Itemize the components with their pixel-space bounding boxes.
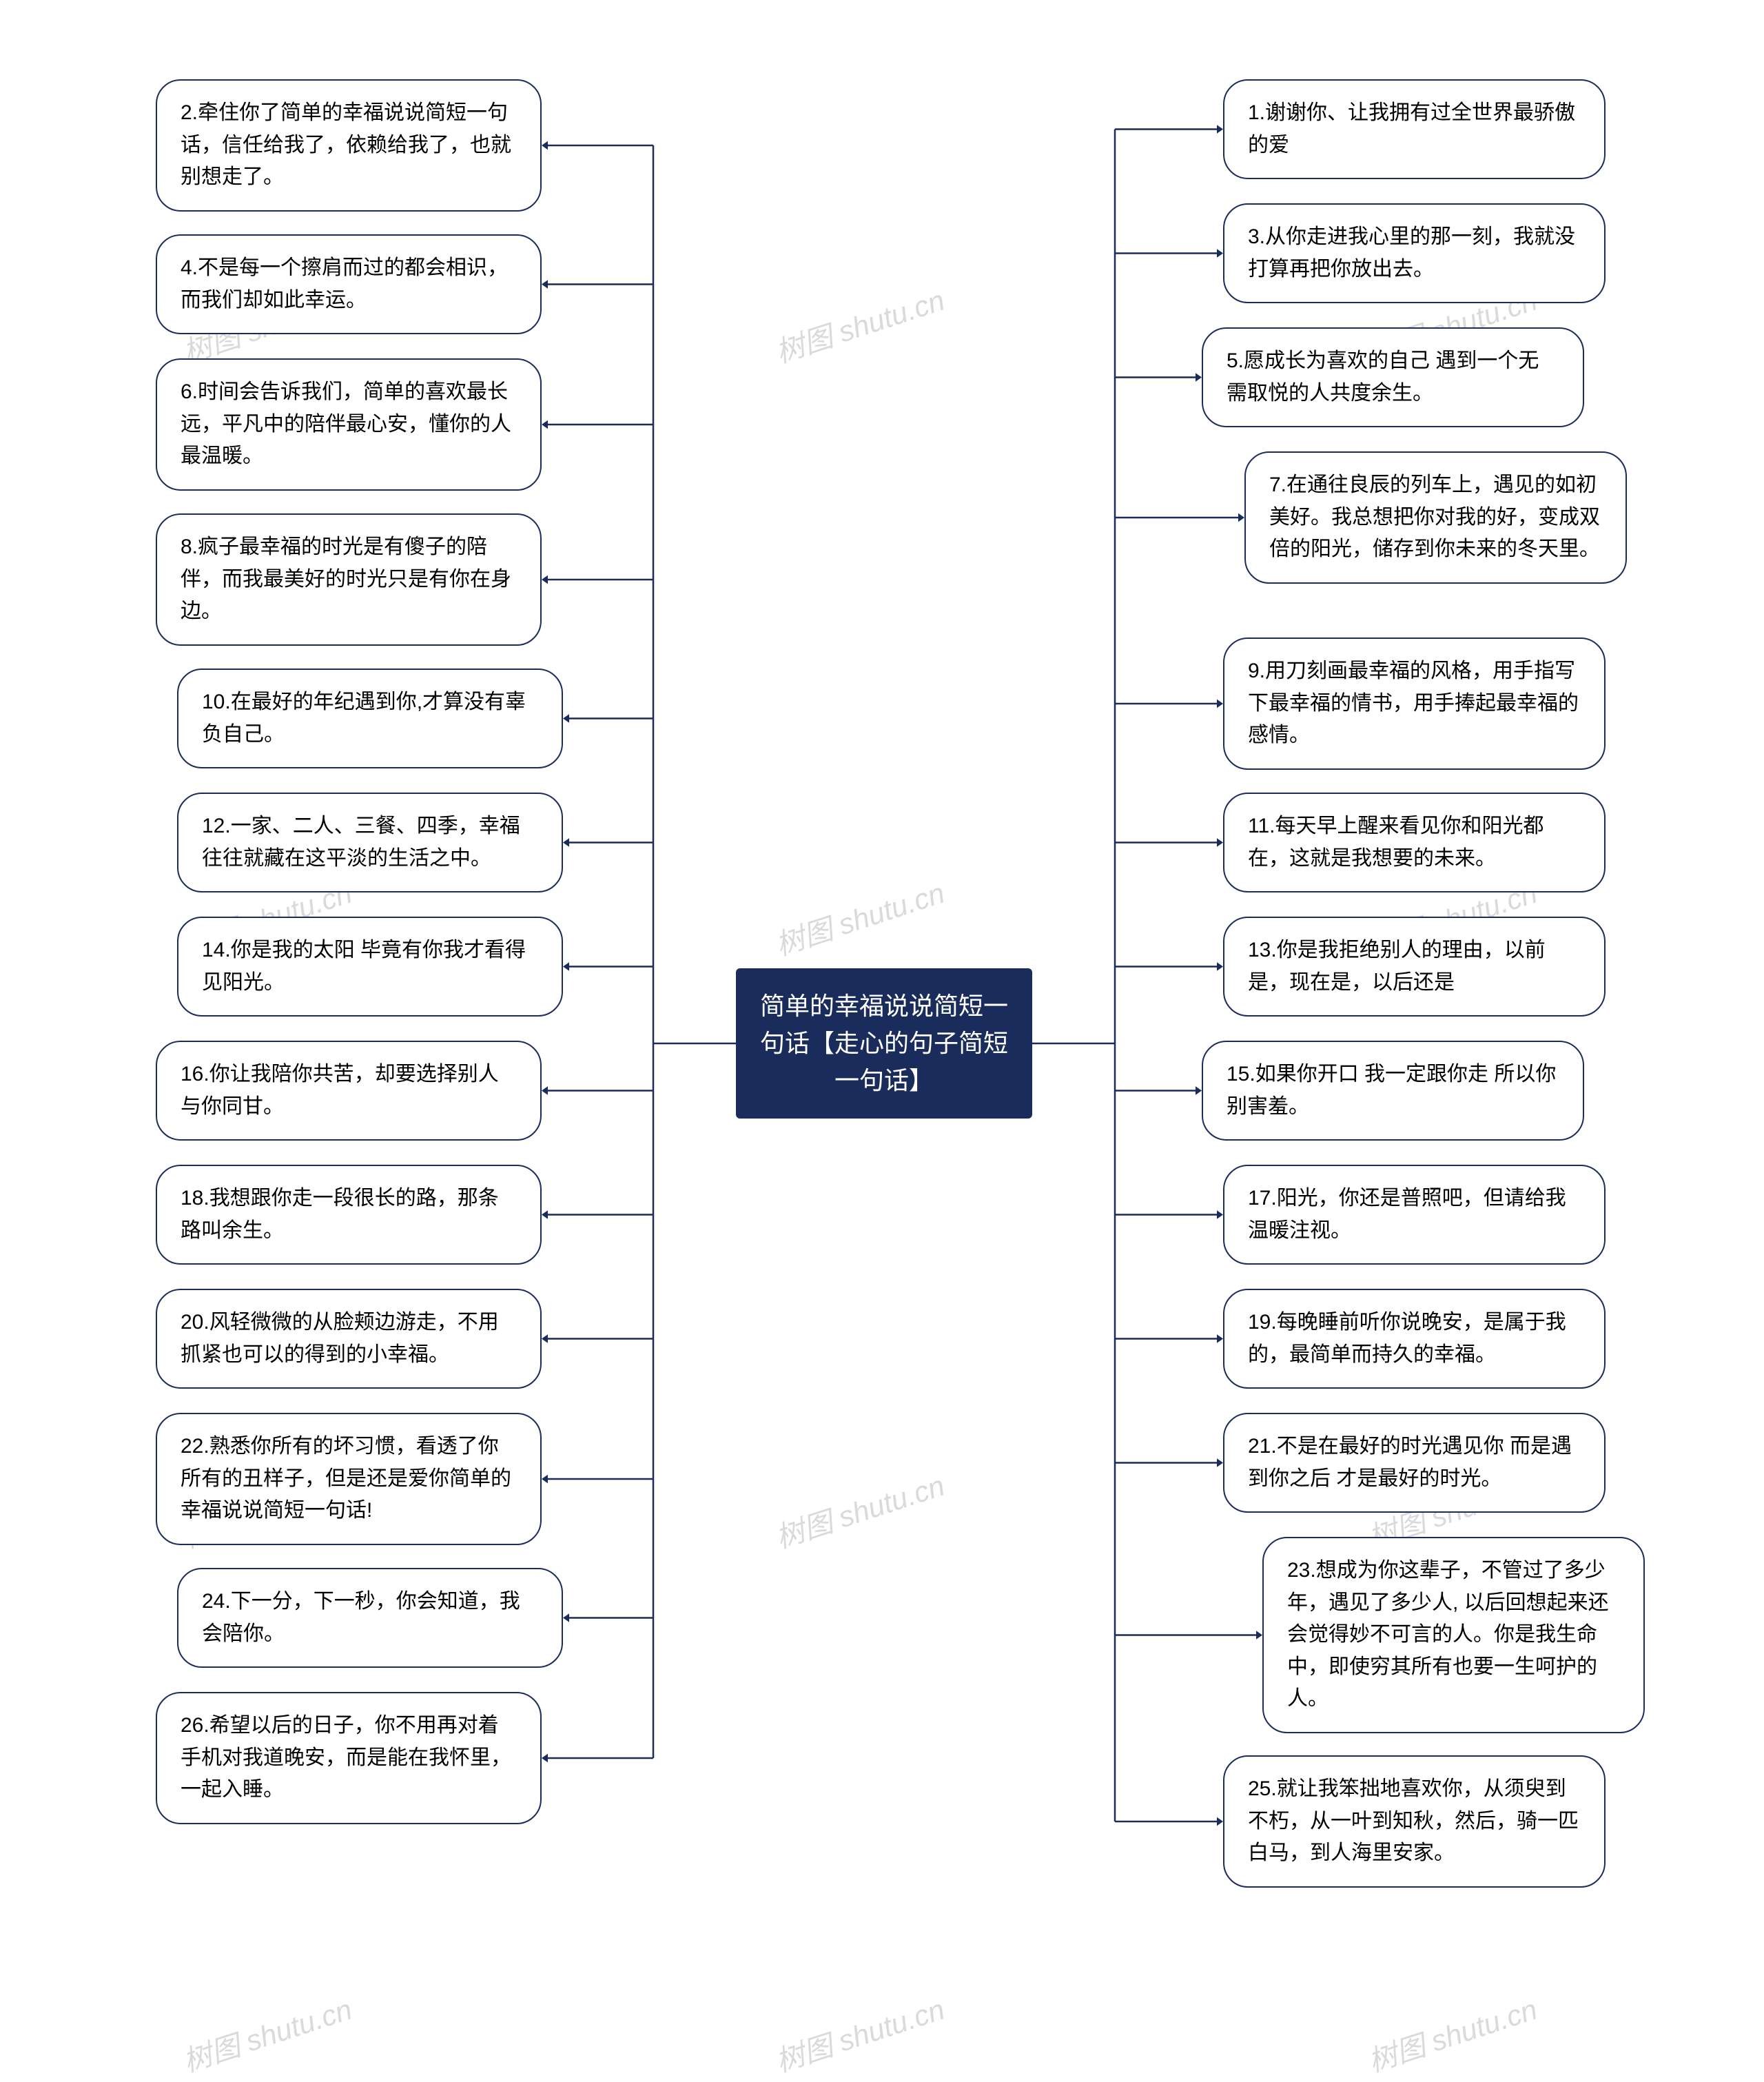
leaf-text: 16.你让我陪你共苦，却要选择别人与你同甘。 — [181, 1063, 499, 1118]
leaf-text: 9.用刀刻画最幸福的风格，用手指写下最幸福的情书，用手捧起最幸福的感情。 — [1248, 660, 1579, 746]
leaf-text: 13.你是我拒绝别人的理由，以前是，现在是，以后还是 — [1248, 939, 1546, 994]
leaf-text: 4.不是每一个擦肩而过的都会相识，而我们却如此幸运。 — [181, 256, 508, 312]
leaf-node: 22.熟悉你所有的坏习惯，看透了你所有的丑样子，但是还是爱你简单的幸福说说简短一… — [156, 1413, 542, 1545]
leaf-text: 17.阳光，你还是普照吧，但请给我温暖注视。 — [1248, 1187, 1566, 1242]
leaf-node: 13.你是我拒绝别人的理由，以前是，现在是，以后还是 — [1223, 917, 1606, 1017]
leaf-node: 24.下一分，下一秒，你会知道，我会陪你。 — [177, 1568, 563, 1668]
leaf-node: 1.谢谢你、让我拥有过全世界最骄傲的爱 — [1223, 79, 1606, 179]
leaf-node: 5.愿成长为喜欢的自己 遇到一个无需取悦的人共度余生。 — [1202, 327, 1584, 427]
leaf-node: 11.每天早上醒来看见你和阳光都在，这就是我想要的未来。 — [1223, 793, 1606, 892]
leaf-text: 15.如果你开口 我一定跟你走 所以你别害羞。 — [1227, 1063, 1556, 1118]
leaf-node: 19.每晚睡前听你说晚安，是属于我的，最简单而持久的幸福。 — [1223, 1289, 1606, 1389]
leaf-node: 10.在最好的年纪遇到你,才算没有辜负自己。 — [177, 669, 563, 768]
leaf-node: 26.希望以后的日子，你不用再对着手机对我道晚安，而是能在我怀里，一起入睡。 — [156, 1692, 542, 1824]
leaf-text: 7.在通往良辰的列车上，遇见的如初美好。我总想把你对我的好，变成双倍的阳光，储存… — [1269, 473, 1600, 560]
leaf-text: 19.每晚睡前听你说晚安，是属于我的，最简单而持久的幸福。 — [1248, 1311, 1566, 1366]
leaf-text: 18.我想跟你走一段很长的路，那条路叫余生。 — [181, 1187, 499, 1242]
leaf-text: 3.从你走进我心里的那一刻，我就没打算再把你放出去。 — [1248, 225, 1575, 280]
leaf-node: 14.你是我的太阳 毕竟有你我才看得见阳光。 — [177, 917, 563, 1017]
center-node: 简单的幸福说说简短一句话【走心的句子简短一句话】 — [736, 968, 1032, 1119]
leaf-text: 6.时间会告诉我们，简单的喜欢最长远，平凡中的陪伴最心安，懂你的人最温暖。 — [181, 380, 511, 467]
leaf-text: 21.不是在最好的时光遇见你 而是遇到你之后 才是最好的时光。 — [1248, 1435, 1572, 1490]
leaf-text: 12.一家、二人、三餐、四季，幸福往往就藏在这平淡的生活之中。 — [202, 815, 520, 870]
mindmap-canvas: 简单的幸福说说简短一句话【走心的句子简短一句话】 树图 shutu.cn 树图 s… — [0, 0, 1764, 2082]
center-node-text: 简单的幸福说说简短一句话【走心的句子简短一句话】 — [760, 992, 1008, 1094]
leaf-node: 25.就让我笨拙地喜欢你，从须臾到不朽，从一叶到知秋，然后，骑一匹白马，到人海里… — [1223, 1755, 1606, 1888]
leaf-text: 26.希望以后的日子，你不用再对着手机对我道晚安，而是能在我怀里，一起入睡。 — [181, 1714, 511, 1801]
leaf-text: 25.就让我笨拙地喜欢你，从须臾到不朽，从一叶到知秋，然后，骑一匹白马，到人海里… — [1248, 1777, 1579, 1864]
leaf-node: 21.不是在最好的时光遇见你 而是遇到你之后 才是最好的时光。 — [1223, 1413, 1606, 1513]
watermark: 树图 shutu.cn — [770, 1986, 950, 2081]
leaf-node: 7.在通往良辰的列车上，遇见的如初美好。我总想把你对我的好，变成双倍的阳光，储存… — [1244, 451, 1627, 584]
leaf-node: 9.用刀刻画最幸福的风格，用手指写下最幸福的情书，用手捧起最幸福的感情。 — [1223, 637, 1606, 770]
leaf-node: 18.我想跟你走一段很长的路，那条路叫余生。 — [156, 1165, 542, 1265]
leaf-text: 24.下一分，下一秒，你会知道，我会陪你。 — [202, 1590, 520, 1645]
leaf-node: 2.牵住你了简单的幸福说说简短一句话，信任给我了，依赖给我了，也就别想走了。 — [156, 79, 542, 212]
leaf-node: 8.疯子最幸福的时光是有傻子的陪伴，而我最美好的时光只是有你在身边。 — [156, 513, 542, 646]
watermark: 树图 shutu.cn — [770, 277, 950, 371]
leaf-text: 8.疯子最幸福的时光是有傻子的陪伴，而我最美好的时光只是有你在身边。 — [181, 535, 511, 622]
leaf-node: 17.阳光，你还是普照吧，但请给我温暖注视。 — [1223, 1165, 1606, 1265]
leaf-text: 2.牵住你了简单的幸福说说简短一句话，信任给我了，依赖给我了，也就别想走了。 — [181, 101, 511, 188]
leaf-node: 4.不是每一个擦肩而过的都会相识，而我们却如此幸运。 — [156, 234, 542, 334]
leaf-node: 15.如果你开口 我一定跟你走 所以你别害羞。 — [1202, 1041, 1584, 1141]
leaf-text: 10.在最好的年纪遇到你,才算没有辜负自己。 — [202, 691, 526, 746]
leaf-text: 14.你是我的太阳 毕竟有你我才看得见阳光。 — [202, 939, 526, 994]
watermark: 树图 shutu.cn — [1362, 1986, 1542, 2081]
watermark: 树图 shutu.cn — [177, 1986, 357, 2081]
leaf-text: 23.想成为你这辈子，不管过了多少年，遇见了多少人, 以后回想起来还会觉得妙不可… — [1287, 1559, 1609, 1710]
leaf-text: 5.愿成长为喜欢的自己 遇到一个无需取悦的人共度余生。 — [1227, 349, 1539, 405]
leaf-node: 12.一家、二人、三餐、四季，幸福往往就藏在这平淡的生活之中。 — [177, 793, 563, 892]
leaf-node: 16.你让我陪你共苦，却要选择别人与你同甘。 — [156, 1041, 542, 1141]
leaf-node: 6.时间会告诉我们，简单的喜欢最长远，平凡中的陪伴最心安，懂你的人最温暖。 — [156, 358, 542, 491]
leaf-node: 3.从你走进我心里的那一刻，我就没打算再把你放出去。 — [1223, 203, 1606, 303]
leaf-text: 22.熟悉你所有的坏习惯，看透了你所有的丑样子，但是还是爱你简单的幸福说说简短一… — [181, 1435, 511, 1522]
leaf-node: 23.想成为你这辈子，不管过了多少年，遇见了多少人, 以后回想起来还会觉得妙不可… — [1262, 1537, 1645, 1733]
leaf-text: 20.风轻微微的从脸颊边游走，不用抓紧也可以的得到的小幸福。 — [181, 1311, 499, 1366]
leaf-node: 20.风轻微微的从脸颊边游走，不用抓紧也可以的得到的小幸福。 — [156, 1289, 542, 1389]
watermark: 树图 shutu.cn — [770, 1462, 950, 1557]
watermark: 树图 shutu.cn — [770, 870, 950, 964]
leaf-text: 11.每天早上醒来看见你和阳光都在，这就是我想要的未来。 — [1248, 815, 1544, 870]
leaf-text: 1.谢谢你、让我拥有过全世界最骄傲的爱 — [1248, 101, 1575, 156]
